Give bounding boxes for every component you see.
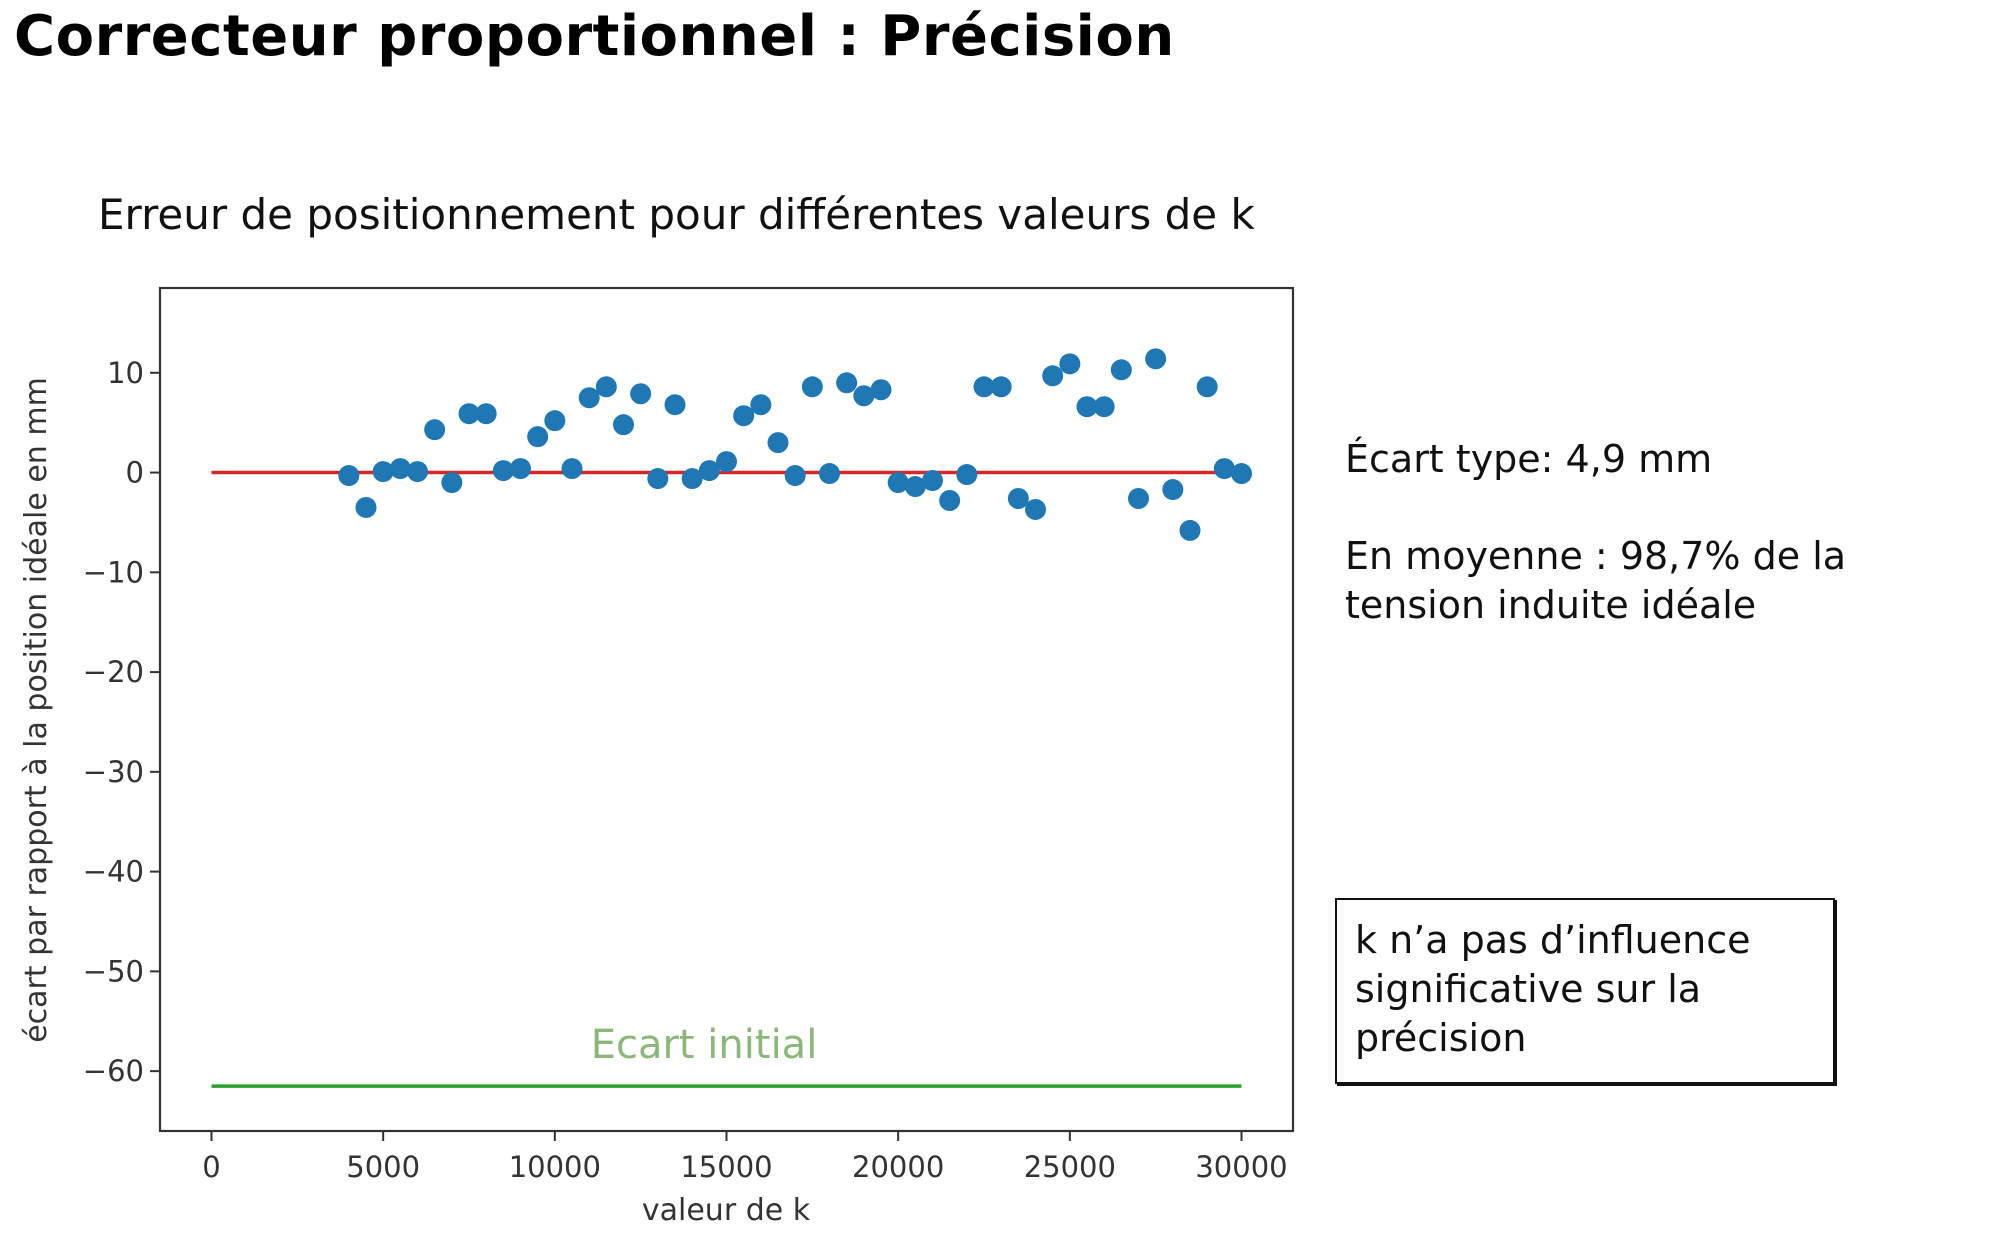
data-point (990, 376, 1012, 398)
mean-text-line2: tension induite idéale (1345, 583, 1757, 627)
y-tick-label: −30 (83, 755, 144, 789)
x-tick-label: 25000 (1024, 1150, 1116, 1184)
data-point (355, 496, 377, 518)
data-point (698, 460, 720, 482)
data-point (1196, 376, 1218, 398)
y-axis: 10 0 −10 −20 −30 −40 −50 −60 (83, 356, 160, 1088)
data-point (750, 394, 772, 416)
data-point (544, 410, 566, 432)
conclusion-line2: significative sur la (1355, 967, 1702, 1011)
data-point (1025, 498, 1046, 520)
data-point (613, 414, 634, 436)
scatter-chart: 10 0 −10 −20 −30 −40 −50 −60 0 5000 10000 15000 200… (19, 286, 1295, 1228)
data-point (630, 383, 652, 405)
data-point (836, 372, 858, 394)
x-tick-label: 10000 (509, 1150, 601, 1184)
data-point (939, 489, 961, 511)
y-tick-label: −60 (83, 1054, 144, 1088)
data-point (1042, 365, 1064, 387)
data-point (853, 385, 875, 407)
data-point (1145, 348, 1167, 370)
y-tick-label: −50 (83, 954, 144, 988)
data-point (561, 458, 583, 480)
data-point (338, 465, 360, 487)
data-point (1007, 488, 1029, 510)
conclusion-box: k n’a pas d’influence significative sur … (1335, 898, 1835, 1084)
data-point (1093, 396, 1115, 418)
data-point (681, 468, 703, 490)
data-point (767, 432, 789, 454)
data-point (1128, 488, 1149, 510)
data-point (870, 379, 892, 401)
data-point (578, 387, 600, 409)
data-point (1076, 396, 1098, 418)
conclusion-line1: k n’a pas d’influence (1355, 918, 1751, 962)
data-point (527, 426, 549, 448)
data-point (1179, 519, 1201, 541)
y-axis-label: écart par rapport à la position idéale e… (19, 377, 54, 1043)
x-tick-label: 15000 (680, 1150, 772, 1184)
y-tick-label: −20 (83, 655, 144, 689)
initial-gap-annotation: Ecart initial (591, 1022, 818, 1068)
x-tick-label: 20000 (852, 1150, 944, 1184)
data-point (904, 476, 926, 498)
x-axis: 0 5000 10000 15000 20000 25000 30000 (202, 1131, 1288, 1184)
data-point (1162, 479, 1184, 501)
x-tick-label: 30000 (1195, 1150, 1287, 1184)
data-point (1059, 353, 1081, 375)
data-point (372, 461, 394, 483)
data-point (647, 468, 669, 490)
data-point (956, 464, 978, 486)
mean-text-line1: En moyenne : 98,7% de la (1345, 534, 1847, 578)
data-point (475, 403, 497, 425)
std-deviation-text: Écart type: 4,9 mm (1345, 437, 1713, 481)
data-points (338, 348, 1252, 541)
slide-title: Correcteur proportionnel : Précision (14, 4, 1175, 69)
y-tick-label: −40 (83, 855, 144, 889)
data-point (664, 394, 686, 416)
data-point (1231, 463, 1252, 485)
data-point (492, 460, 514, 482)
data-point (1213, 458, 1235, 480)
data-point (922, 470, 943, 492)
data-point (973, 376, 995, 398)
data-point (1110, 359, 1132, 381)
data-point (716, 451, 737, 473)
data-point (887, 472, 909, 494)
x-axis-label: valeur de k (642, 1193, 811, 1228)
data-point (458, 403, 480, 425)
data-point (595, 376, 617, 398)
data-point (407, 461, 428, 483)
y-tick-label: 0 (126, 456, 144, 490)
conclusion-line3: précision (1355, 1016, 1527, 1060)
data-point (424, 419, 446, 441)
chart-title: Erreur de positionnement pour différente… (98, 190, 1255, 239)
plot-area-frame (158, 286, 1295, 1133)
stats-panel: Écart type: 4,9 mm En moyenne : 98,7% de… (1345, 435, 1905, 630)
data-point (733, 405, 755, 427)
data-point (389, 458, 411, 480)
data-point (510, 458, 531, 480)
x-tick-label: 5000 (346, 1150, 420, 1184)
data-point (801, 376, 823, 398)
y-tick-label: −10 (83, 555, 144, 589)
y-tick-label: 10 (107, 356, 144, 390)
data-point (441, 472, 463, 494)
data-point (819, 463, 840, 485)
data-point (784, 465, 806, 487)
x-tick-label: 0 (202, 1150, 220, 1184)
